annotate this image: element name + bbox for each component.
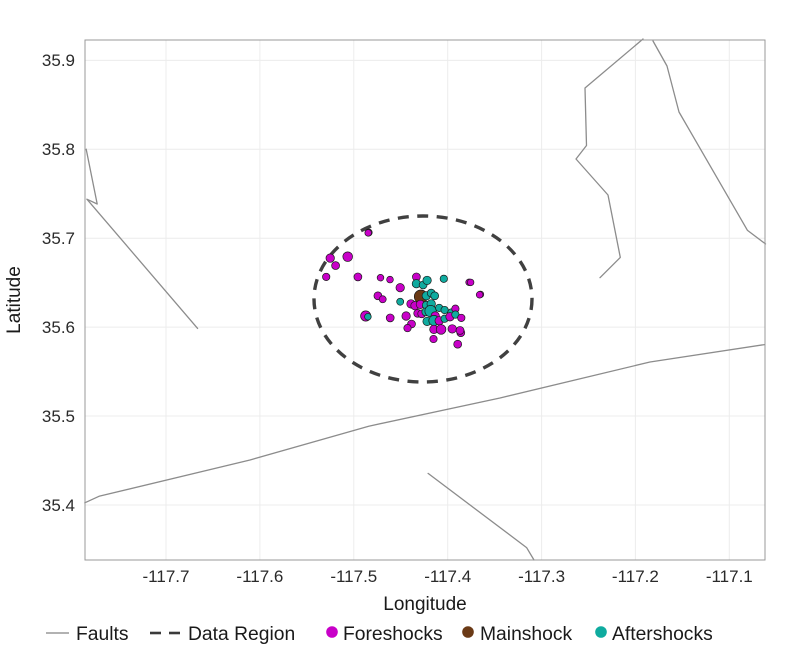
svg-text:-117.1: -117.1 <box>706 567 753 586</box>
svg-text:-117.2: -117.2 <box>612 567 659 586</box>
svg-text:35.6: 35.6 <box>42 318 75 337</box>
svg-text:Longitude: Longitude <box>383 594 466 615</box>
svg-text:-117.7: -117.7 <box>143 567 190 586</box>
svg-text:Data Region: Data Region <box>188 624 295 645</box>
svg-text:35.4: 35.4 <box>42 496 75 515</box>
svg-text:Faults: Faults <box>76 624 129 645</box>
svg-text:35.5: 35.5 <box>42 407 75 426</box>
svg-text:-117.4: -117.4 <box>424 567 471 586</box>
svg-text:-117.6: -117.6 <box>236 567 283 586</box>
svg-text:35.8: 35.8 <box>42 140 75 159</box>
svg-text:-117.5: -117.5 <box>330 567 377 586</box>
svg-text:Foreshocks: Foreshocks <box>343 624 443 645</box>
svg-text:Aftershocks: Aftershocks <box>612 624 713 645</box>
svg-text:35.7: 35.7 <box>42 229 75 248</box>
svg-text:Mainshock: Mainshock <box>480 624 573 645</box>
svg-text:-117.3: -117.3 <box>518 567 565 586</box>
svg-text:Latitude: Latitude <box>4 266 25 334</box>
svg-text:35.9: 35.9 <box>42 51 75 70</box>
